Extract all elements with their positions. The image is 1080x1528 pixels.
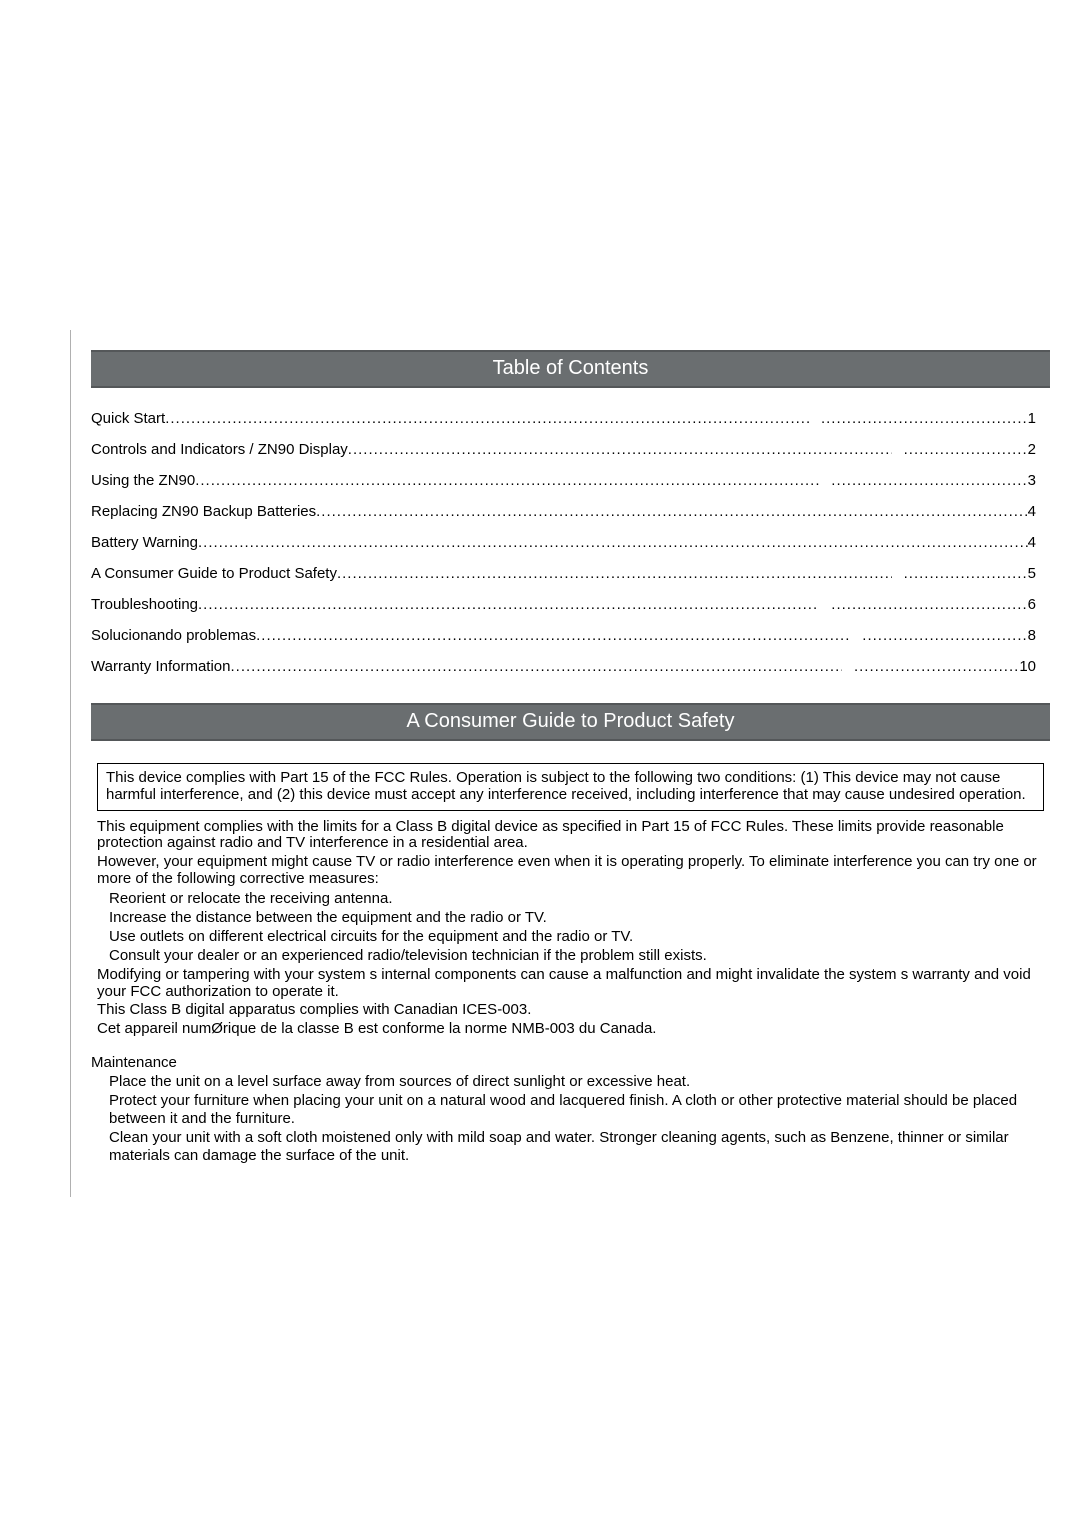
toc-label: Replacing ZN90 Backup Batteries — [91, 503, 316, 520]
toc-leader-dots-2: ................................ — [862, 627, 1027, 644]
toc-row: Using the ZN90 .........................… — [91, 472, 1036, 489]
toc-leader-dots-2: ........................ — [904, 565, 1028, 582]
toc-leader-dots — [198, 596, 819, 613]
maintenance-bullet: Protect your furniture when placing your… — [109, 1092, 1044, 1128]
toc-leader-dots — [256, 627, 850, 644]
corrective-bullet: Consult your dealer or an experienced ra… — [109, 947, 1044, 965]
toc-label: Controls and Indicators / ZN90 Display — [91, 441, 348, 458]
toc-row: Controls and Indicators / ZN90 Display .… — [91, 441, 1036, 458]
fcc-compliance-box: This device complies with Part 15 of the… — [97, 763, 1044, 811]
toc-label: Warranty Information — [91, 658, 231, 675]
toc-row: A Consumer Guide to Product Safety .....… — [91, 565, 1036, 582]
toc-page-number: 1 — [1028, 410, 1036, 427]
toc-page-number: 2 — [1028, 441, 1036, 458]
toc-label: Troubleshooting — [91, 596, 198, 613]
corrective-bullet: Use outlets on different electrical circ… — [109, 928, 1044, 946]
toc-leader-dots — [316, 503, 1028, 520]
toc-leader-dots-2: ...................................... — [831, 472, 1027, 489]
toc-row: Replacing ZN90 Backup Batteries 4 — [91, 503, 1036, 520]
toc-page-number: 4 — [1028, 503, 1036, 520]
safety-paragraph-ices-fr: Cet appareil numØrique de la classe B es… — [97, 1021, 1044, 1038]
maintenance-bullet: Place the unit on a level surface away f… — [109, 1073, 1044, 1091]
toc-leader-dots-2: ........................................ — [821, 410, 1028, 427]
corrective-bullet: Increase the distance between the equipm… — [109, 909, 1044, 927]
toc-label: Solucionando problemas — [91, 627, 256, 644]
toc-leader-dots — [231, 658, 842, 675]
corrective-measures-list: Reorient or relocate the receiving anten… — [109, 890, 1044, 965]
safety-heading: A Consumer Guide to Product Safety — [91, 703, 1050, 741]
toc-page-number: 4 — [1028, 534, 1036, 551]
toc-page-number: 8 — [1028, 627, 1036, 644]
toc-row: Battery Warning 4 — [91, 534, 1036, 551]
toc-leader-dots — [195, 472, 819, 489]
toc-row: Solucionando problemas .................… — [91, 627, 1036, 644]
toc-label: A Consumer Guide to Product Safety — [91, 565, 337, 582]
safety-paragraph-classb: This equipment complies with the limits … — [97, 819, 1044, 853]
toc-row: Warranty Information ...................… — [91, 658, 1036, 675]
toc-leader-dots — [198, 534, 1028, 551]
safety-paragraph-tamper: Modifying or tampering with your system … — [97, 967, 1044, 1001]
toc-row: Quick Start ............................… — [91, 410, 1036, 427]
toc-page-number: 3 — [1028, 472, 1036, 489]
toc-leader-dots-2: ................................ — [854, 658, 1019, 675]
toc-leader-dots — [337, 565, 892, 582]
maintenance-list: Place the unit on a level surface away f… — [109, 1073, 1044, 1165]
toc-leader-dots — [348, 441, 892, 458]
toc-page-number: 5 — [1028, 565, 1036, 582]
toc-leader-dots — [165, 410, 809, 427]
toc-page-number: 6 — [1028, 596, 1036, 613]
toc-leader-dots-2: ...................................... — [831, 596, 1027, 613]
maintenance-heading: Maintenance — [91, 1054, 1044, 1071]
toc-list: Quick Start ............................… — [91, 410, 1036, 675]
safety-paragraph-interference: However, your equipment might cause TV o… — [97, 854, 1044, 888]
toc-row: Troubleshooting ........................… — [91, 596, 1036, 613]
toc-leader-dots-2: ........................ — [904, 441, 1028, 458]
safety-paragraph-ices: This Class B digital apparatus complies … — [97, 1002, 1044, 1019]
toc-label: Using the ZN90 — [91, 472, 195, 489]
toc-heading: Table of Contents — [91, 350, 1050, 388]
toc-label: Battery Warning — [91, 534, 198, 551]
toc-page-number: 10 — [1019, 658, 1036, 675]
maintenance-bullet: Clean your unit with a soft cloth moiste… — [109, 1129, 1044, 1165]
toc-label: Quick Start — [91, 410, 165, 427]
document-page: Table of Contents Quick Start ..........… — [70, 330, 1050, 1197]
corrective-bullet: Reorient or relocate the receiving anten… — [109, 890, 1044, 908]
